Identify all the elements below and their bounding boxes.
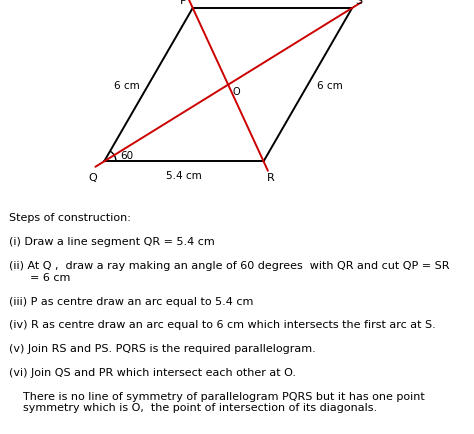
Text: symmetry which is O,  the point of intersection of its diagonals.: symmetry which is O, the point of inters… <box>9 403 378 413</box>
Text: 5.4 cm: 5.4 cm <box>166 171 202 181</box>
Text: 6 cm: 6 cm <box>317 80 342 90</box>
Text: 6 cm: 6 cm <box>114 80 139 90</box>
Text: 5.4 cm: 5.4 cm <box>255 0 290 2</box>
Text: (ii) At Q ,  draw a ray making an angle of 60 degrees  with QR and cut QP = SR: (ii) At Q , draw a ray making an angle o… <box>9 260 450 270</box>
Text: (vi) Join QS and PR which intersect each other at O.: (vi) Join QS and PR which intersect each… <box>9 367 296 377</box>
Text: Q: Q <box>88 172 97 182</box>
Text: (iv) R as centre draw an arc equal to 6 cm which intersects the first arc at S.: (iv) R as centre draw an arc equal to 6 … <box>9 319 436 329</box>
Text: (iii) P as centre draw an arc equal to 5.4 cm: (iii) P as centre draw an arc equal to 5… <box>9 296 254 306</box>
Text: R: R <box>266 172 274 182</box>
Text: There is no line of symmetry of parallelogram PQRS but it has one point: There is no line of symmetry of parallel… <box>9 391 425 401</box>
Text: (v) Join RS and PS. PQRS is the required parallelogram.: (v) Join RS and PS. PQRS is the required… <box>9 343 316 353</box>
Text: Steps of construction:: Steps of construction: <box>9 213 131 223</box>
Text: 60: 60 <box>120 151 134 161</box>
Text: = 6 cm: = 6 cm <box>9 272 71 282</box>
Text: S: S <box>355 0 362 6</box>
Text: (i) Draw a line segment QR = 5.4 cm: (i) Draw a line segment QR = 5.4 cm <box>9 237 215 247</box>
Text: P: P <box>180 0 187 6</box>
Text: O: O <box>233 87 240 97</box>
